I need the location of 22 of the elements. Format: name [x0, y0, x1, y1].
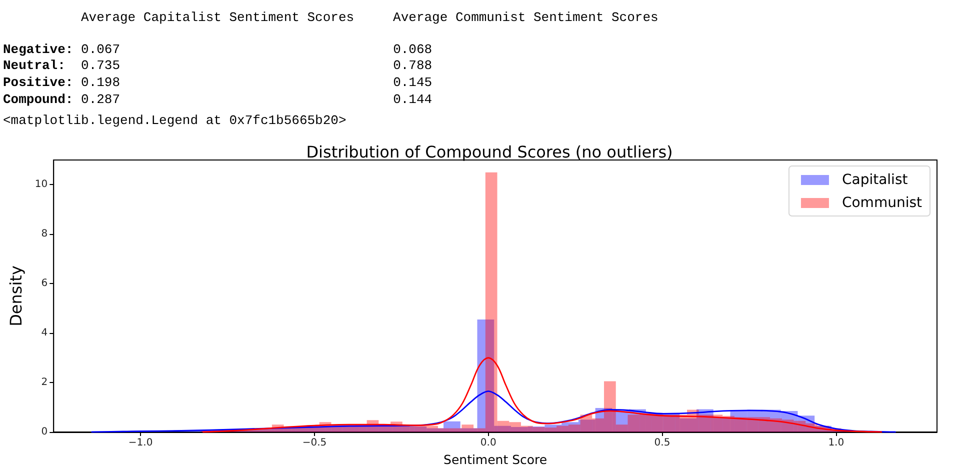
text: Average Capitalist Sentiment Scores Average Communist Sentiment Scores	[81, 8, 658, 26]
x-axis-title: Sentiment Score	[444, 452, 548, 467]
x-tick-label: 1.0	[828, 438, 844, 448]
text: Neutral: 0.735 0.788	[3, 57, 432, 74]
x-tick-label: −1.0	[128, 438, 153, 448]
y-tick-label: 4	[41, 328, 48, 339]
chart-title: Distribution of Compound Scores (no outliers)	[306, 142, 673, 162]
text: Negative: 0.067 0.068	[3, 40, 432, 58]
y-tick-label: 10	[34, 179, 48, 190]
x-tick-label: 0.5	[654, 438, 670, 448]
text: Positive: 0.198 0.145	[3, 74, 432, 91]
y-tick-label: 2	[41, 377, 48, 388]
legend-label: Capitalist	[842, 172, 908, 188]
x-tick-label: −0.5	[302, 438, 327, 448]
y-tick-label: 8	[41, 228, 48, 240]
legend-label: Communist	[842, 195, 923, 211]
text: Compound: 0.287 0.144	[3, 90, 432, 108]
y-tick-label: 6	[41, 278, 48, 290]
y-axis-title: Density	[6, 266, 26, 326]
y-tick-label: 0	[41, 426, 48, 438]
text: <matplotlib.legend.Legend at 0x7fc1b5665b20>	[3, 112, 346, 128]
x-tick-label: 0.0	[480, 438, 496, 448]
